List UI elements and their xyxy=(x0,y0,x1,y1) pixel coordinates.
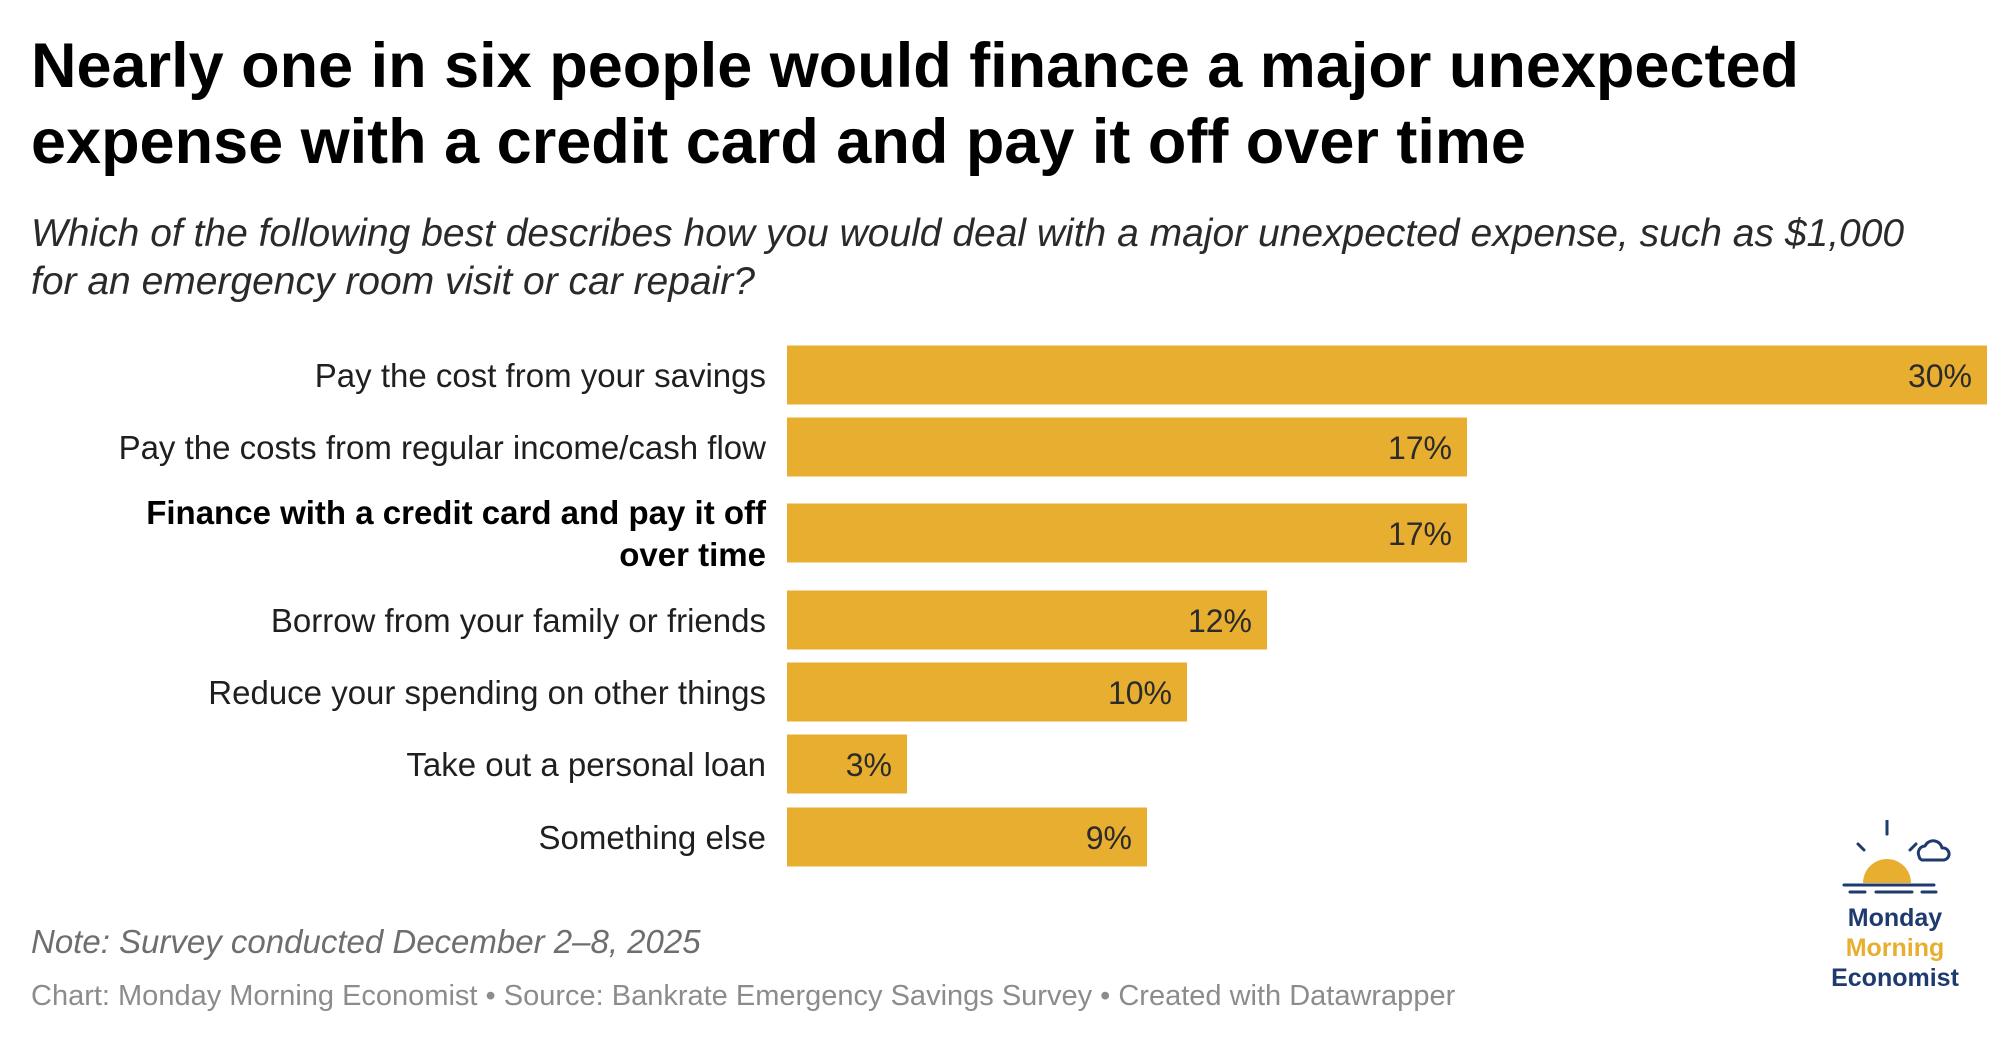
chart-footer: Chart: Monday Morning Economist • Source… xyxy=(31,980,1456,1012)
value-label-borrow-from-your-family-or-friends: 12% xyxy=(1188,603,1252,639)
logo-line-economist: Economist xyxy=(1831,964,1959,992)
category-label-pay-the-cost-from-your-savings: Pay the cost from your savings xyxy=(315,357,766,394)
category-label-pay-the-costs-from-regular-income-cash-flow: Pay the costs from regular income/cash f… xyxy=(119,429,767,466)
logo-line-monday: Monday xyxy=(1847,904,1943,932)
category-label-finance-with-a-credit-card-and-pay-it-off-over-time: Finance with a credit card and pay it of… xyxy=(146,494,767,573)
value-label-something-else: 9% xyxy=(1086,820,1132,856)
value-label-finance-with-a-credit-card-and-pay-it-off-over-time: 17% xyxy=(1388,516,1452,552)
bar-finance-with-a-credit-card-and-pay-it-off-over-time xyxy=(787,503,1467,563)
bar-reduce-your-spending-on-other-things xyxy=(787,662,1187,722)
chart-subtitle: Which of the following best describes ho… xyxy=(31,212,1905,303)
bar-pay-the-costs-from-regular-income-cash-flow xyxy=(787,417,1467,477)
category-label-reduce-your-spending-on-other-things: Reduce your spending on other things xyxy=(208,674,766,711)
bar-borrow-from-your-family-or-friends xyxy=(787,590,1267,650)
sunrise-cloud-icon xyxy=(1842,820,1951,894)
brand-logo-text: Monday Morning Economist xyxy=(1820,903,1970,993)
bar-pay-the-cost-from-your-savings xyxy=(787,345,1987,405)
value-label-take-out-a-personal-loan: 3% xyxy=(846,747,892,783)
bar-take-out-a-personal-loan xyxy=(787,734,907,794)
value-label-pay-the-cost-from-your-savings: 30% xyxy=(1908,358,1972,394)
value-label-reduce-your-spending-on-other-things: 10% xyxy=(1108,675,1172,711)
bar-something-else xyxy=(787,807,1147,867)
category-label-borrow-from-your-family-or-friends: Borrow from your family or friends xyxy=(271,602,766,639)
brand-logo: Monday Morning Economist xyxy=(1820,820,1970,1000)
value-label-pay-the-costs-from-regular-income-cash-flow: 17% xyxy=(1388,430,1452,466)
chart-title: Nearly one in six people would finance a… xyxy=(31,31,1799,177)
category-label-take-out-a-personal-loan: Take out a personal loan xyxy=(406,746,766,783)
chart-note: Note: Survey conducted December 2–8, 202… xyxy=(31,923,701,960)
logo-line-morning: Morning xyxy=(1845,934,1945,962)
category-label-something-else: Something else xyxy=(539,819,766,856)
